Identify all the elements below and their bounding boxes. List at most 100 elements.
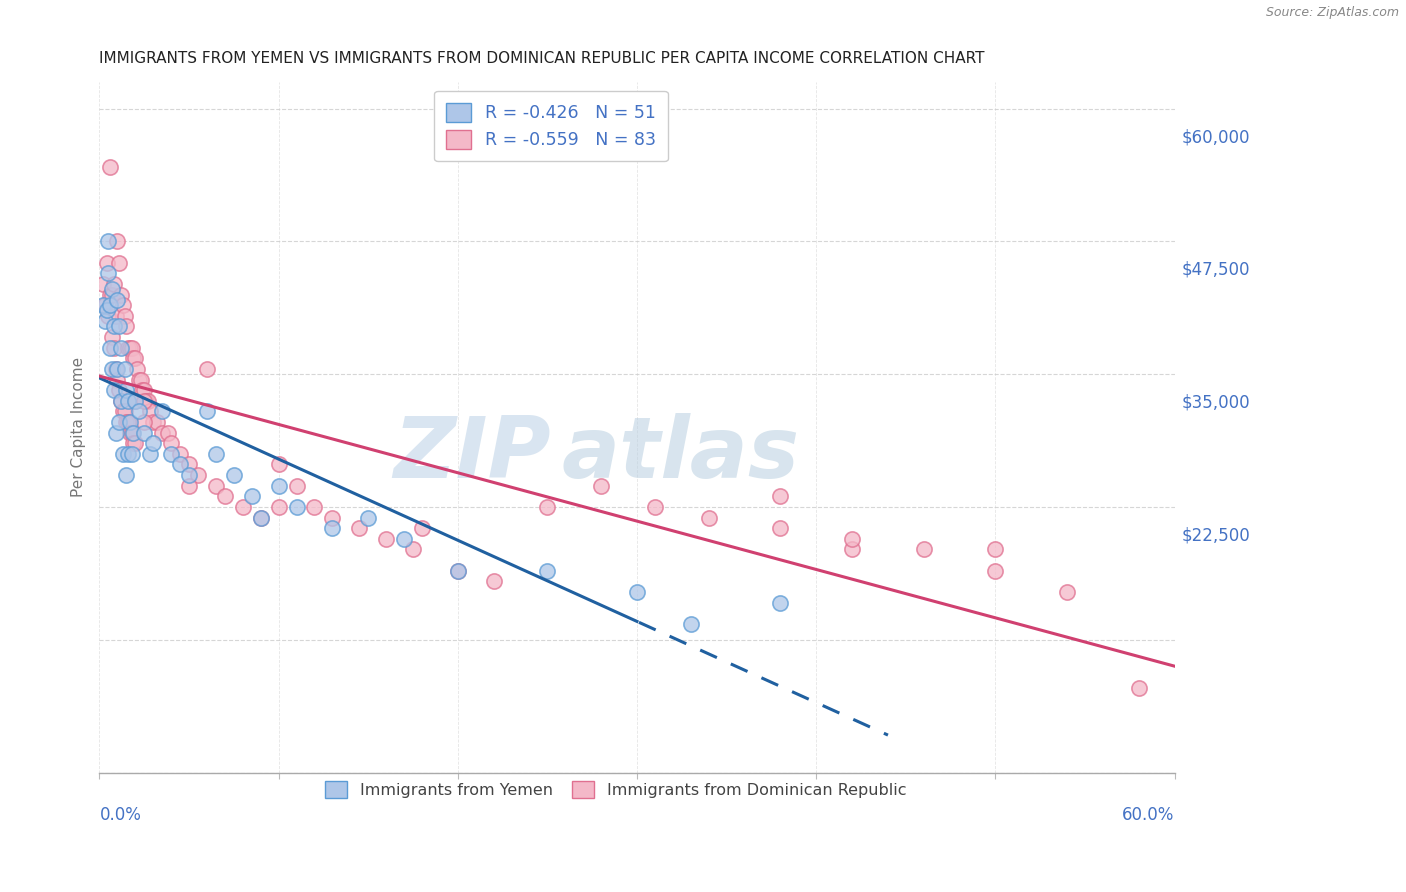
Point [121,425,143,440]
Text: 60.0%: 60.0% [1122,805,1174,823]
Point [205,447,228,461]
Point [94,314,117,328]
Point [195,404,218,418]
Point [769,521,792,535]
Point [984,564,1007,578]
Point [1128,681,1150,695]
Point [1056,585,1078,599]
Point [114,362,136,376]
Point [104,425,127,440]
Point [214,489,236,503]
Point [177,479,200,493]
Point [98,298,121,312]
Point [121,447,143,461]
Point [195,362,218,376]
Point [122,436,145,450]
Point [134,415,156,429]
Point [98,287,121,301]
Point [122,351,145,366]
Point [114,309,136,323]
Point [134,383,156,397]
Point [138,404,160,418]
Point [447,564,470,578]
Point [249,510,271,524]
Point [177,468,200,483]
Point [96,255,118,269]
Point [402,542,425,557]
Point [105,293,128,307]
Point [118,425,141,440]
Point [679,616,702,631]
Point [321,510,343,524]
Point [411,521,433,535]
Point [111,404,134,418]
Point [108,383,131,397]
Point [134,393,156,408]
Point [169,447,191,461]
Point [134,425,156,440]
Point [160,436,183,450]
Point [91,298,114,312]
Point [285,479,308,493]
Point [160,447,183,461]
Point [482,574,505,589]
Point [129,372,152,386]
Point [117,447,139,461]
Point [117,415,139,429]
Point [536,500,558,514]
Point [101,287,124,301]
Point [114,404,136,418]
Point [103,277,125,291]
Point [349,521,371,535]
Point [110,393,132,408]
Point [240,489,263,503]
Point [128,372,150,386]
Point [111,447,134,461]
Point [104,309,127,323]
Point [267,500,290,514]
Point [142,415,165,429]
Point [98,160,121,174]
Point [105,372,128,386]
Point [125,362,148,376]
Point [115,383,138,397]
Point [841,542,863,557]
Point [697,510,720,524]
Point [121,341,143,355]
Point [111,298,134,312]
Point [536,564,558,578]
Point [150,425,173,440]
Point [104,362,127,376]
Point [103,319,125,334]
Point [97,266,120,280]
Point [110,341,132,355]
Point [108,255,131,269]
Point [392,532,415,546]
Point [249,510,271,524]
Point [91,277,114,291]
Point [644,500,666,514]
Point [122,425,145,440]
Point [101,282,124,296]
Point [115,319,138,334]
Point [115,468,138,483]
Point [142,436,165,450]
Point [156,425,179,440]
Point [124,436,146,450]
Point [110,287,132,301]
Point [124,351,146,366]
Text: IMMIGRANTS FROM YEMEN VS IMMIGRANTS FROM DOMINICAN REPUBLIC PER CAPITA INCOME CO: IMMIGRANTS FROM YEMEN VS IMMIGRANTS FROM… [100,51,986,66]
Point [98,341,121,355]
Point [128,404,150,418]
Point [103,341,125,355]
Point [187,468,209,483]
Point [769,489,792,503]
Point [375,532,398,546]
Point [96,303,118,318]
Point [177,458,200,472]
Point [118,341,141,355]
Point [117,341,139,355]
Point [984,542,1007,557]
Point [205,479,228,493]
Point [124,393,146,408]
